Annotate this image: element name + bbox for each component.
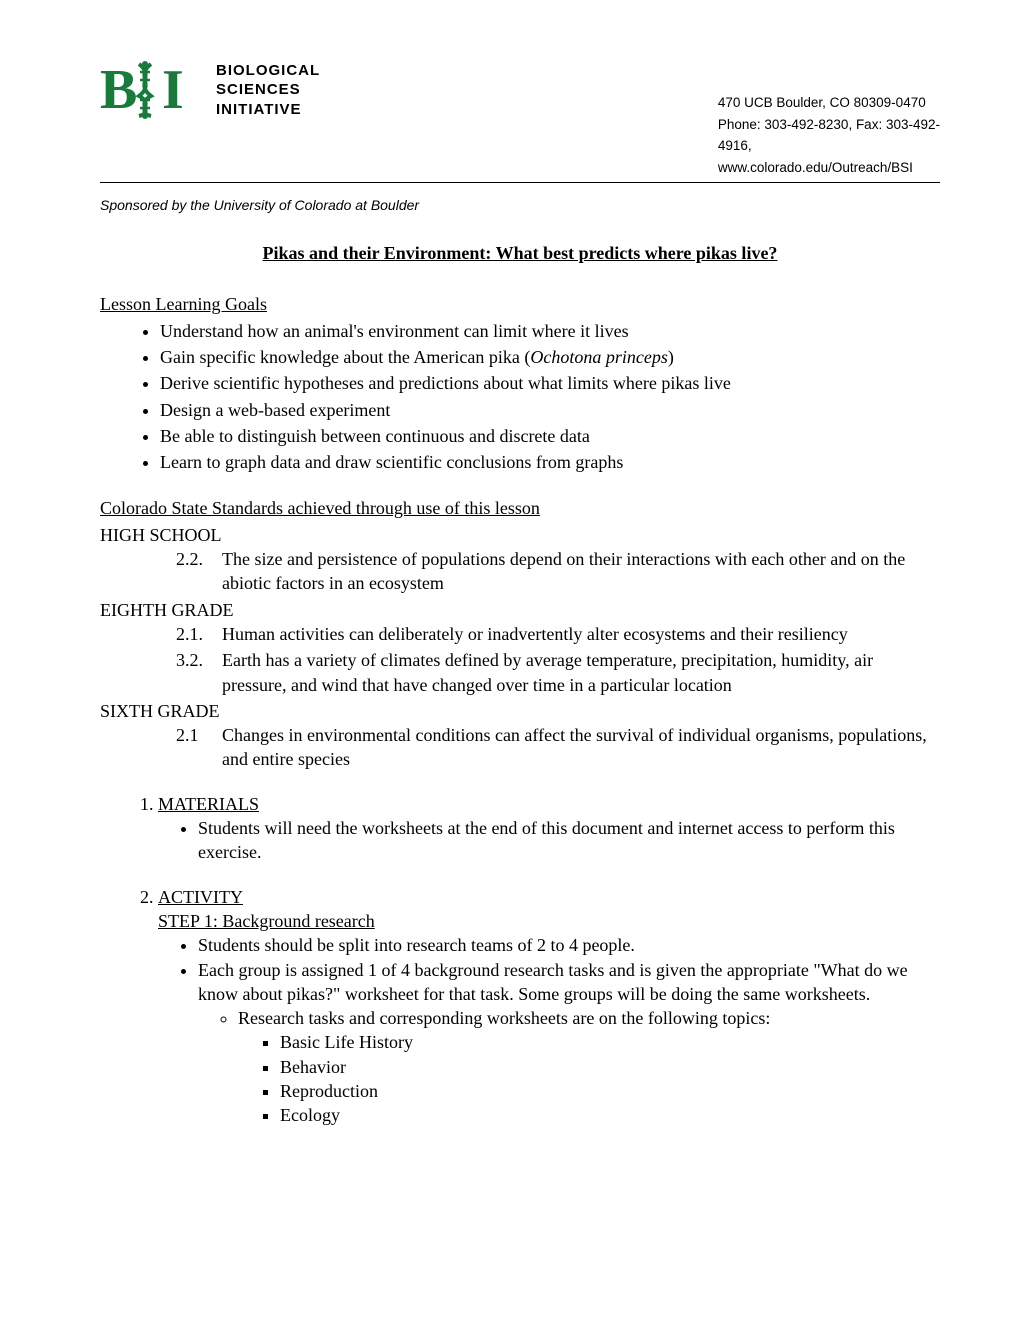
- svg-text:B: B: [100, 59, 137, 121]
- sponsor-text: Sponsored by the University of Colorado …: [100, 197, 940, 213]
- grade-label: HIGH SCHOOL: [100, 523, 940, 547]
- standard-item: 2.1 Changes in environmental conditions …: [176, 723, 940, 772]
- standard-text: The size and persistence of populations …: [222, 547, 940, 596]
- goal-item: Design a web-based experiment: [160, 398, 940, 422]
- contact-line: www.colorado.edu/Outreach/BSI: [718, 157, 940, 179]
- materials-section: MATERIALS Students will need the workshe…: [158, 792, 940, 865]
- standard-number: 2.1.: [176, 622, 222, 646]
- bsi-logo-icon: B I: [100, 50, 200, 130]
- org-name-line: SCIENCES: [216, 80, 320, 100]
- standards-heading: Colorado State Standards achieved throug…: [100, 496, 940, 520]
- goals-heading: Lesson Learning Goals: [100, 292, 940, 316]
- materials-list: Students will need the worksheets at the…: [158, 816, 940, 865]
- step-heading: STEP 1: Background research: [158, 909, 940, 933]
- step-item: Students should be split into research t…: [198, 933, 940, 957]
- goal-item: Gain specific knowledge about the Americ…: [160, 345, 940, 369]
- goal-item: Derive scientific hypotheses and predict…: [160, 371, 940, 395]
- standard-item: 2.2. The size and persistence of populat…: [176, 547, 940, 596]
- grade-label: SIXTH GRADE: [100, 699, 940, 723]
- header-divider: [100, 182, 940, 183]
- goal-item: Understand how an animal's environment c…: [160, 319, 940, 343]
- document-title: Pikas and their Environment: What best p…: [100, 243, 940, 264]
- activity-heading: ACTIVITY: [158, 887, 243, 907]
- svg-text:I: I: [162, 59, 184, 121]
- topic-list: Basic Life History Behavior Reproduction…: [238, 1030, 940, 1127]
- contact-line: Phone: 303-492-8230, Fax: 303-492-: [718, 114, 940, 136]
- standard-text: Changes in environmental conditions can …: [222, 723, 940, 772]
- org-name: BIOLOGICAL SCIENCES INITIATIVE: [216, 61, 320, 120]
- step-list: Students should be split into research t…: [158, 933, 940, 1127]
- topic-item: Basic Life History: [280, 1030, 940, 1054]
- document-body: Lesson Learning Goals Understand how an …: [100, 292, 940, 1127]
- standard-number: 2.1: [176, 723, 222, 772]
- materials-heading: MATERIALS: [158, 794, 259, 814]
- numbered-sections: MATERIALS Students will need the workshe…: [100, 792, 940, 1128]
- org-name-line: INITIATIVE: [216, 100, 320, 120]
- standard-text: Human activities can deliberately or ina…: [222, 622, 940, 646]
- standard-number: 2.2.: [176, 547, 222, 596]
- org-name-line: BIOLOGICAL: [216, 61, 320, 81]
- contact-block: 470 UCB Boulder, CO 80309-0470 Phone: 30…: [718, 92, 940, 178]
- sub-list: Research tasks and corresponding workshe…: [198, 1006, 940, 1127]
- sub-item: Research tasks and corresponding workshe…: [238, 1006, 940, 1127]
- materials-item: Students will need the worksheets at the…: [198, 816, 940, 865]
- activity-section: ACTIVITY STEP 1: Background research Stu…: [158, 885, 940, 1128]
- topic-item: Ecology: [280, 1103, 940, 1127]
- standard-text: Earth has a variety of climates defined …: [222, 648, 940, 697]
- contact-line: 4916,: [718, 135, 940, 157]
- standard-item: 2.1. Human activities can deliberately o…: [176, 622, 940, 646]
- logo-block: B I BIOLOGICAL SCIENCES INITIATIVE: [100, 50, 320, 130]
- standard-number: 3.2.: [176, 648, 222, 697]
- topic-item: Behavior: [280, 1055, 940, 1079]
- goals-list: Understand how an animal's environment c…: [100, 319, 940, 475]
- standard-item: 3.2. Earth has a variety of climates def…: [176, 648, 940, 697]
- grade-label: EIGHTH GRADE: [100, 598, 940, 622]
- step-item: Each group is assigned 1 of 4 background…: [198, 958, 940, 1128]
- goal-item: Learn to graph data and draw scientific …: [160, 450, 940, 474]
- goal-item: Be able to distinguish between continuou…: [160, 424, 940, 448]
- topic-item: Reproduction: [280, 1079, 940, 1103]
- contact-line: 470 UCB Boulder, CO 80309-0470: [718, 92, 940, 114]
- document-header: B I BIOLOGICAL SCIENCES INITIATIVE: [100, 50, 940, 178]
